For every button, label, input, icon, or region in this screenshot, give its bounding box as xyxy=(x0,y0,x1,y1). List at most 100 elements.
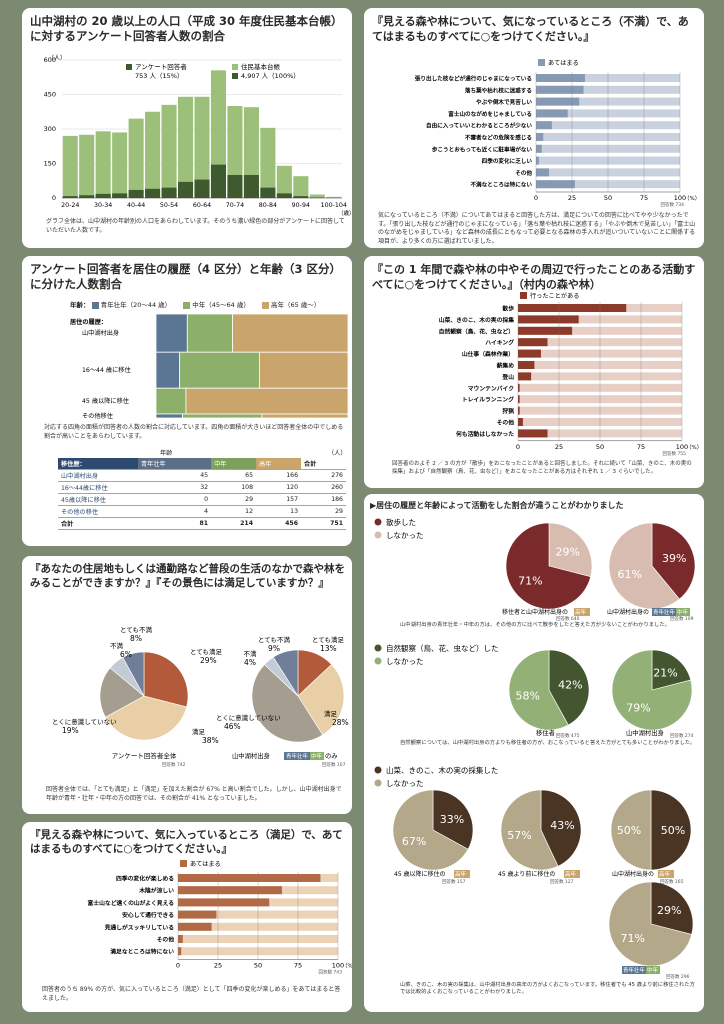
category-label: 四季の変化に乏しい xyxy=(482,157,533,165)
breakdown-note-walk: 山中湖村出身の青年壮年・中年の方は、その他の方に比べて散歩をしたと答えた方が少な… xyxy=(400,622,670,628)
legend-dot xyxy=(374,779,382,787)
table-cell: 456 xyxy=(256,517,302,530)
walk-local-slice xyxy=(651,522,696,600)
pie-slice-value: 6% xyxy=(120,650,132,659)
pie-caption: 山中湖村出身の xyxy=(612,870,654,878)
mosaic-cell xyxy=(179,351,260,389)
pie-slice-value: 13% xyxy=(320,644,337,653)
nature-migrant-slice xyxy=(508,649,569,731)
table-cell: 4 xyxy=(138,505,212,518)
dissatisfaction-panel: 『見える森や林について、気になっているところ（不満）で、あてはまるものすべてに○… xyxy=(364,8,704,248)
population-title: 山中湖村の 20 歳以上の人口（平成 30 年度住民基本台帳）に対するアンケート… xyxy=(30,14,343,43)
pie-slice-label: 満足 xyxy=(324,710,338,718)
respondent-bar xyxy=(260,187,276,198)
category-label: 山仕事（森林作業） xyxy=(462,350,514,358)
data-bar xyxy=(536,109,568,118)
mosaic-panel: アンケート回答者を居住の履歴（4 区分）と年齢（3 区分）に分けた人数割合 年齢… xyxy=(22,256,352,546)
pie-caption: 山中湖村出身 xyxy=(626,728,664,737)
population-chart: （人） 0 150 300 450 600 20-24 30-34 40-44 50-54 60-6… xyxy=(44,55,352,217)
nature-local-value-label: 21% xyxy=(653,667,677,680)
legend-label: 行ったことがある xyxy=(530,292,580,300)
badge-old: 高年 xyxy=(455,870,467,878)
legend-respondents-swatch xyxy=(126,64,132,70)
age-legend-label: 年齢： xyxy=(70,301,90,309)
population-bar xyxy=(95,131,111,198)
table-col-old: 高年 xyxy=(256,458,302,470)
respondent-count: 回答数 475 xyxy=(556,732,580,739)
breakdown-title: ▶居住の履歴と年齢によって活動をした割合が違うことがわかりました xyxy=(370,501,624,510)
mosaic-table: 移住歴： 青年壮年 中年 高年 合計 山中湖村出身 45 65 166 276 … xyxy=(58,458,346,530)
satisfied-panel: 『見える森や林について、気に入っているところ（満足）で、あてはまるものすべてに○… xyxy=(22,822,352,1012)
walk-elderly-value-label: 29% xyxy=(555,546,579,559)
walk-elderly-slice xyxy=(505,522,592,610)
table-row-label: その他の移住 xyxy=(58,505,138,518)
nature-migrant-slice xyxy=(548,649,590,726)
pie-slice-label: 不満 xyxy=(110,642,124,650)
respondent-bar xyxy=(112,193,128,198)
respondent-count: 回答数 157 xyxy=(442,878,466,885)
population-bar xyxy=(309,194,325,198)
legend-label: しなかった xyxy=(386,779,424,788)
x-tick-label: 75 xyxy=(637,443,645,451)
satisfaction-all-slice xyxy=(105,695,187,741)
table-cell: 260 xyxy=(301,481,346,494)
table-cell: 32 xyxy=(138,481,212,494)
data-bar xyxy=(518,383,520,392)
respondent-bar xyxy=(210,164,227,198)
population-bar xyxy=(79,134,95,198)
category-label: 安心して通行できる xyxy=(122,911,174,919)
pie-slice-value: 46% xyxy=(224,722,241,731)
view-satisfaction-title: 『あなたの住居地もしくは通勤路など普段の生活のなかで森や林をみることができますか… xyxy=(30,563,345,589)
x-tick-label: 75 xyxy=(294,961,302,969)
forage-early-slice xyxy=(540,789,582,867)
badge-bg xyxy=(652,608,676,616)
mosaic-title: アンケート回答者を居住の履歴（4 区分）と年齢（3 区分）に分けた人数割合 xyxy=(30,262,342,291)
satisfaction-local-slice xyxy=(251,664,324,743)
table-cell: 45 xyxy=(138,469,212,482)
table-row-label: 合計 xyxy=(58,517,138,530)
badge-old: 高年 xyxy=(575,608,587,616)
population-bar xyxy=(276,165,292,198)
pie-caption: 移住者 xyxy=(536,728,555,737)
x-tick-label: 100 xyxy=(332,961,344,969)
data-bar xyxy=(178,886,282,895)
legend-label: 散歩した xyxy=(386,517,416,527)
forage-local-slice xyxy=(650,789,692,871)
badge-bg xyxy=(564,870,580,878)
respondent-count: 回答数 734 xyxy=(660,201,684,208)
category-label: 山菜、きのこ、木の実の採集 xyxy=(439,316,514,324)
x-tick-label: 80-84 xyxy=(259,202,277,209)
category-label: 見通しがスッキリしている xyxy=(104,923,175,931)
residence-row-label: 山中湖村出身 xyxy=(82,329,119,337)
legend-old: 高年（65 歳〜） xyxy=(270,301,321,309)
forage-local-value-label: 50% xyxy=(617,824,641,837)
data-bar xyxy=(536,133,544,141)
mosaic-cell xyxy=(182,413,263,419)
category-label: マウンテンバイク xyxy=(468,384,514,392)
population-bar xyxy=(177,96,194,198)
y-tick-label: 450 xyxy=(44,91,56,99)
legend-dot xyxy=(374,766,382,774)
category-label: 張り出した枝などが通行のじゃまになっている xyxy=(415,75,532,83)
satisfaction-local-slice xyxy=(297,664,345,736)
respondent-bar xyxy=(293,196,309,198)
pie-slice-label: とても満足 xyxy=(190,648,222,656)
respondent-count: 回答数 165 xyxy=(660,878,684,885)
pie-slice-label: とても不満 xyxy=(258,636,290,644)
legend-label: しなかった xyxy=(386,657,424,666)
table-col-total: 合計 xyxy=(301,458,346,470)
table-unit: （人） xyxy=(328,450,347,457)
category-label: 散歩 xyxy=(502,305,514,313)
respondent-bar xyxy=(177,181,194,198)
category-label: 木陰が涼しい xyxy=(138,887,174,895)
category-label: やぶや倒木で見苦しい xyxy=(476,98,532,106)
respondent-count: 回答数 296 xyxy=(666,973,690,980)
category-label: その他 xyxy=(497,419,515,427)
x-tick-label: 50 xyxy=(596,443,604,451)
walk-elderly-value-label: 71% xyxy=(518,574,542,587)
nature-local-slice xyxy=(611,649,693,731)
badge-old: 高年 xyxy=(565,870,577,878)
satisfaction-all-slice xyxy=(143,651,189,708)
category-label: 満足なところは特にない xyxy=(110,948,174,956)
x-axis-unit: （歳） xyxy=(338,209,352,217)
